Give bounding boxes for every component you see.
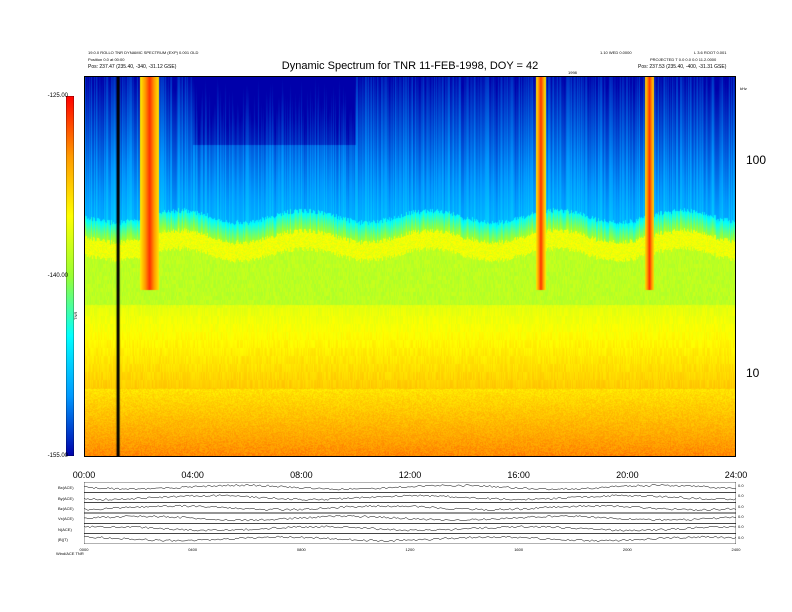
header-right-line3: PROJECTED T 0.0 0.0 0.0 11.2.0000 [650,57,717,62]
header-right-pos: Pos: 237.53 (235.40, -400, -31.31 GSE) [638,64,727,70]
panel-time-tick: 2400 [731,547,741,552]
colorbar-label: TNR [73,311,78,320]
colorbar-tick: -125.00 [47,93,68,99]
time-tick: 20:00 [616,470,639,480]
colorbar [66,96,74,456]
header-left-line2: Position 0.0 at 00:00 [88,57,125,62]
panel-value: 0.0 [738,503,744,509]
panel-label: By(ACE) [58,495,74,501]
time-tick: 04:00 [181,470,204,480]
solar-wind-panels [84,482,736,544]
panel-label: Bz(ACE) [58,505,74,511]
time-tick: 00:00 [72,470,96,480]
dynamic-spectrum-heatmap [84,76,736,457]
panel-frame [84,492,736,503]
chart-title: Dynamic Spectrum for TNR 11-FEB-1998, DO… [281,60,539,72]
panel-time-tick: 0800 [296,547,306,552]
panel-label: N(ACE) [58,526,72,532]
time-tick: 08:00 [290,470,313,480]
panel-frame [84,533,736,544]
panel-trace [84,494,736,501]
header-left-line1: 19.0.0 ROLLO TNR DYNAMIC SPECTRUM (EXP) … [88,50,199,55]
panel-trace [84,535,736,543]
header-right-line2: L 3.6 ROOT 0.001 [694,50,727,55]
time-tick: 24:00 [724,470,748,480]
spectrum-frame [84,76,736,457]
panel-value: 0.0 [738,524,744,530]
panel-trace [84,525,736,532]
panel-label: |B|(T) [58,536,68,542]
panel-trace [84,504,736,511]
panel-value: 0.0 [738,514,744,519]
panel-trace [84,484,736,491]
panel-time-tick: 1600 [514,547,524,552]
panel-frame [84,523,736,534]
panel-time-tick: 0400 [188,547,198,552]
header-right-line1: 1.10 WED 0.0000 [600,50,632,55]
panel-time-tick: 0000 [79,547,89,552]
panel-footer: Wind/ACE TNR [56,551,84,556]
panel-frame [84,512,736,524]
frequency-tick: 100 [746,153,767,168]
panel-trace [84,515,736,522]
panel-frame [84,502,736,514]
panel-value: 0.0 [738,493,744,499]
header-right-mark: kHz [740,86,747,91]
panel-value: 0.0 [738,534,744,540]
time-tick: 12:00 [398,470,422,480]
colorbar-tick: -140.00 [47,273,68,279]
frequency-tick: 10 [746,365,760,380]
panel-label: Vx(ACE) [58,516,74,522]
time-tick: 16:00 [507,470,530,480]
panel-time-tick: 2000 [622,547,632,552]
colorbar-labels: -125.00 -140.00 -155.00 [36,86,72,466]
panel-label: Bx(ACE) [58,485,74,491]
header-left-pos: Pos: 237.47 (235.40, -340, -31.12 GSE) [88,64,177,70]
colorbar-tick: -155.00 [47,453,68,459]
panel-time-tick: 1200 [405,547,415,552]
panel-value: 0.0 [738,483,744,488]
header-center-sub: 1998 [568,70,577,75]
